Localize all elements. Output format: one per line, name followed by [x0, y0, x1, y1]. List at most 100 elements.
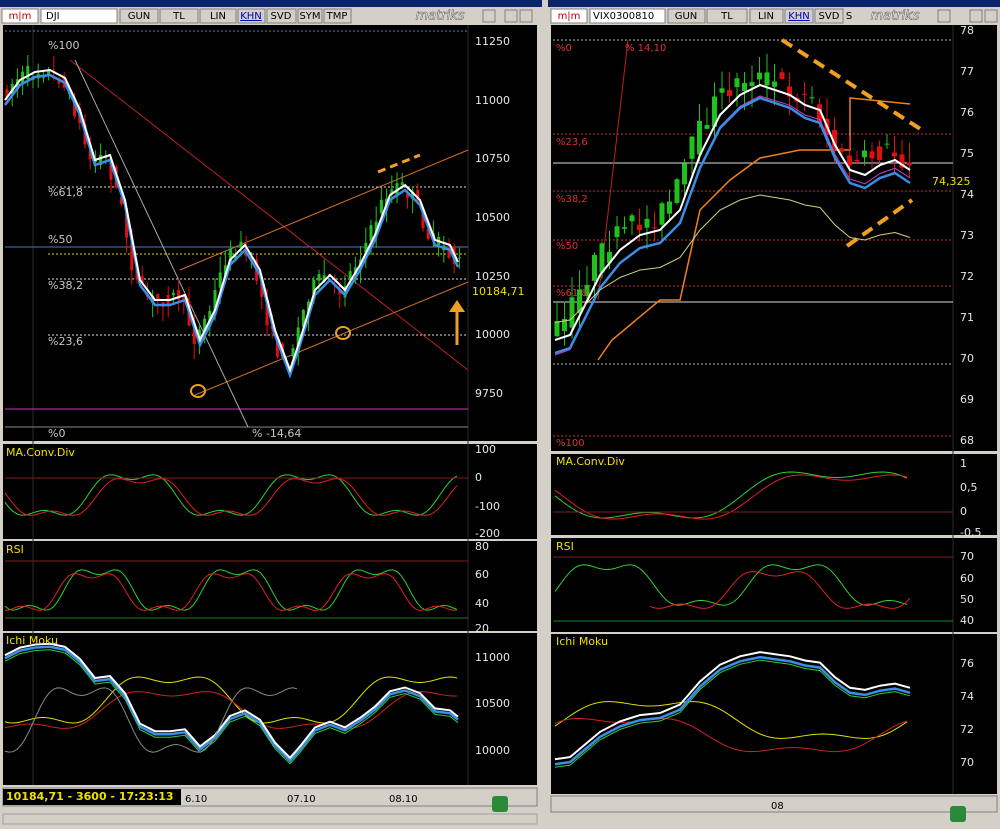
- axis-label: 60: [475, 568, 489, 581]
- close[interactable]: [984, 9, 998, 23]
- title-bar: [548, 0, 1000, 7]
- dropdown[interactable]: [937, 9, 951, 23]
- candle: [26, 65, 30, 80]
- button-label[interactable]: TMP: [326, 11, 348, 22]
- button[interactable]: [323, 8, 352, 24]
- candle: [772, 81, 777, 87]
- button-label[interactable]: SVD: [819, 11, 840, 22]
- date-label: 07.10: [287, 794, 316, 805]
- candle: [652, 227, 657, 229]
- title-bar: [0, 0, 542, 7]
- button-label[interactable]: LIN: [210, 11, 226, 22]
- candle: [400, 182, 404, 186]
- candle: [689, 136, 695, 159]
- indicator-line: [4, 573, 458, 611]
- candle: [203, 318, 207, 337]
- candle: [364, 242, 368, 253]
- button-label[interactable]: LIN: [758, 11, 774, 22]
- button[interactable]: [784, 8, 814, 24]
- macd-panel: [3, 444, 537, 539]
- refresh-button[interactable]: [492, 796, 508, 812]
- button[interactable]: [297, 8, 323, 24]
- minimize[interactable]: [969, 9, 983, 23]
- axis-label: 10750: [475, 152, 510, 165]
- candle: [260, 279, 264, 297]
- fib-label: %61,8: [48, 186, 83, 199]
- button[interactable]: [749, 8, 784, 24]
- axis-label: 11250: [475, 35, 510, 48]
- indicator-line: [4, 687, 298, 753]
- candle: [847, 155, 852, 166]
- candle: [764, 72, 770, 86]
- candle: [877, 146, 882, 161]
- refresh-button[interactable]: [950, 806, 966, 822]
- close[interactable]: [519, 9, 533, 23]
- button[interactable]: [814, 8, 844, 24]
- candle: [223, 265, 227, 278]
- candle: [802, 93, 807, 95]
- moving-average: [554, 83, 911, 341]
- button-label[interactable]: S: [846, 11, 852, 22]
- candle: [182, 295, 186, 300]
- button[interactable]: [237, 8, 266, 24]
- fib-label: %61,8: [556, 288, 588, 299]
- candle: [338, 289, 342, 295]
- button-label[interactable]: SYM: [299, 11, 320, 22]
- candle: [156, 293, 160, 300]
- ichimoku-panel: [551, 634, 997, 794]
- candle: [712, 96, 717, 127]
- symbol-box[interactable]: [40, 8, 118, 24]
- button[interactable]: [159, 8, 199, 24]
- button-label[interactable]: GUN: [128, 11, 151, 22]
- candle: [734, 78, 740, 88]
- candle: [405, 193, 409, 198]
- button[interactable]: [706, 8, 748, 24]
- logo: [550, 8, 588, 24]
- panel-title: Ichi Moku: [556, 635, 608, 648]
- candle: [234, 256, 238, 259]
- button-label[interactable]: GUN: [675, 11, 698, 22]
- fib-label: %50: [556, 241, 578, 252]
- candle: [599, 243, 605, 273]
- panel-title: MA.Conv.Div: [556, 455, 625, 468]
- axis-label: -200: [475, 527, 500, 540]
- scrollbar[interactable]: [2, 813, 538, 825]
- button[interactable]: [199, 8, 237, 24]
- axis-label: 40: [475, 597, 489, 610]
- axis-label: 70: [960, 550, 974, 563]
- indicator-line: [4, 478, 458, 516]
- date-bar: [550, 795, 998, 813]
- candle: [73, 101, 77, 117]
- button-label[interactable]: TL: [172, 11, 185, 22]
- candle: [757, 72, 762, 80]
- button-label[interactable]: KHN: [788, 11, 810, 22]
- candle: [584, 284, 590, 296]
- ichimoku-line: [554, 655, 911, 766]
- last-price: 10184,71: [472, 285, 525, 298]
- symbol[interactable]: DJI: [46, 11, 60, 22]
- candle: [742, 82, 747, 91]
- panel-title: RSI: [556, 540, 574, 553]
- candle: [614, 226, 620, 238]
- dropdown[interactable]: [482, 9, 496, 23]
- candle: [151, 295, 155, 303]
- button[interactable]: [667, 8, 706, 24]
- moving-average: [554, 194, 911, 323]
- axis-label: 70: [960, 352, 974, 365]
- indicator-line: [4, 691, 458, 729]
- candle: [637, 224, 642, 231]
- button-label[interactable]: KHN: [240, 11, 262, 22]
- button-label[interactable]: SVD: [271, 11, 292, 22]
- axis-label: 10000: [475, 328, 510, 341]
- button[interactable]: [119, 8, 159, 24]
- ichimoku-line: [554, 659, 911, 768]
- button[interactable]: [266, 8, 297, 24]
- symbol-box[interactable]: [589, 8, 666, 24]
- symbol[interactable]: VIX0300810: [593, 11, 654, 22]
- button-label[interactable]: TL: [720, 11, 733, 22]
- ichimoku-line: [4, 642, 459, 760]
- candle: [353, 267, 357, 274]
- minimize[interactable]: [504, 9, 518, 23]
- candle: [322, 275, 326, 282]
- axis-label: 10250: [475, 270, 510, 283]
